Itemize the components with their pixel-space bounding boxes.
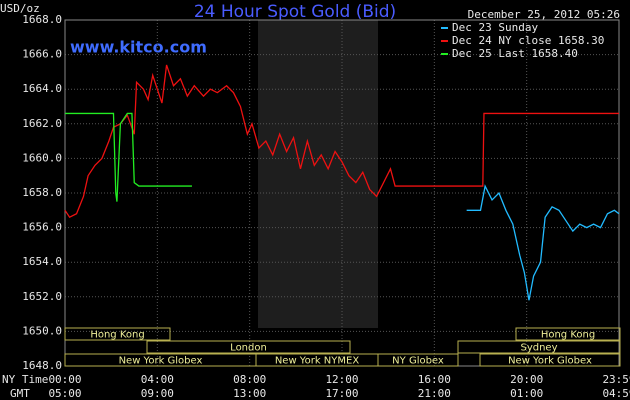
session-label: NY Globex (392, 356, 444, 367)
y-tick-label: 1660.0 (22, 151, 62, 164)
y-tick-label: 1664.0 (22, 82, 62, 95)
session-bar (64, 327, 171, 341)
y-tick-label: 1648.0 (22, 359, 62, 372)
x-tick-label: 23:59 (602, 373, 630, 386)
x-axis-label: NY Time (2, 373, 48, 386)
y-tick-label: 1668.0 (22, 13, 62, 26)
x-tick-label: 00:00 (48, 373, 81, 386)
session-bar (146, 340, 351, 354)
x2-tick-label: 13:00 (233, 387, 266, 400)
session-label: Hong Kong (541, 330, 595, 341)
session-label: New York NYMEX (275, 356, 360, 367)
y-tick-label: 1652.0 (22, 290, 62, 303)
legend-label: Dec 24 NY close 1658.30 (452, 34, 604, 47)
x2-tick-label: 17:00 (325, 387, 358, 400)
series-line (466, 184, 620, 301)
legend-label: Dec 23 Sunday (452, 21, 538, 34)
x-tick-label: 20:00 (510, 373, 543, 386)
x2-tick-label: 21:00 (418, 387, 451, 400)
y-tick-label: 1662.0 (22, 117, 62, 130)
chart-title: 24 Hour Spot Gold (Bid) (194, 2, 396, 22)
y-tick-label: 1666.0 (22, 48, 62, 61)
x-tick-label: 12:00 (325, 373, 358, 386)
session-bar (377, 353, 459, 367)
x2-tick-label: 09:00 (141, 387, 174, 400)
x2-axis-label: GMT (10, 387, 30, 400)
y-tick-label: 1658.0 (22, 186, 62, 199)
y-tick-label: 1654.0 (22, 255, 62, 268)
x2-tick-label: 04:59 (602, 387, 630, 400)
y-tick-label: 1656.0 (22, 221, 62, 234)
timestamp: December 25, 2012 05:26 (468, 8, 620, 21)
x2-tick-label: 05:00 (48, 387, 81, 400)
session-label: London (230, 343, 267, 354)
session-bar (457, 340, 621, 354)
y-tick-label: 1650.0 (22, 324, 62, 337)
session-shade (258, 20, 378, 328)
legend-label: Dec 25 Last 1658.40 (452, 47, 578, 60)
session-label: Sydney (520, 343, 557, 354)
session-label: Hong Kong (90, 330, 144, 341)
session-label: New York Globex (119, 356, 203, 367)
site-label: www.kitco.com (70, 38, 207, 57)
session-label: New York Globex (508, 356, 592, 367)
x2-tick-label: 01:00 (510, 387, 543, 400)
x-tick-label: 16:00 (418, 373, 451, 386)
y-axis-label: USD/oz (0, 2, 40, 15)
x-tick-label: 08:00 (233, 373, 266, 386)
session-bar (515, 327, 621, 341)
x-tick-label: 04:00 (141, 373, 174, 386)
session-bar (479, 353, 621, 367)
series-line (65, 112, 192, 202)
